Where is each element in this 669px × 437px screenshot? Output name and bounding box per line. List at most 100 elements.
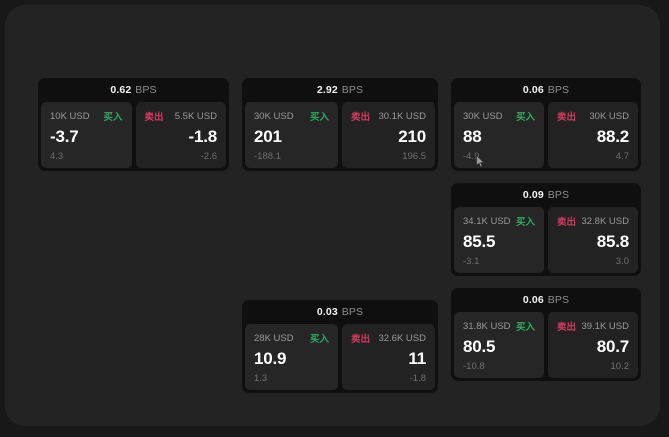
sell-panel[interactable]: 卖出 39.1K USD 80.7 10.2 [548,312,638,378]
sell-panel[interactable]: 卖出 5.5K USD -1.8 -2.6 [135,102,226,168]
bps-unit-label: BPS [341,306,364,318]
quote-column-1: 0.62 BPS 10K USD 买入 -3.7 4.3 卖出 [38,78,229,171]
sell-size-label: 5.5K USD [174,110,217,122]
sell-side-tag: 卖出 [557,322,577,333]
sell-panel-header: 卖出 32.8K USD [557,215,629,229]
buy-price: 88 [463,127,482,147]
card-body: 30K USD 买入 88 -4.9 卖出 30K USD 88.2 4.7 [451,102,641,171]
buy-panel-header: 31.8K USD 买入 [463,320,535,334]
sell-price: 88.2 [596,127,629,147]
buy-size-label: 30K USD [463,110,503,122]
buy-panel[interactable]: 34.1K USD 买入 85.5 -3.1 [454,207,544,273]
card-header-bps: 0.62 BPS [38,78,229,102]
buy-delta: -188.1 [254,150,281,162]
sell-delta: 4.7 [615,150,629,162]
buy-side-tag: 买入 [309,112,329,123]
quote-column-3: 0.06 BPS 30K USD 买入 88 -4.9 卖出 [451,78,641,381]
sell-side-tag: 卖出 [351,334,371,345]
buy-panel[interactable]: 10K USD 买入 -3.7 4.3 [41,102,132,168]
sell-panel[interactable]: 卖出 30K USD 88.2 4.7 [548,102,638,168]
card-header-bps: 0.03 BPS [242,300,438,324]
sell-panel[interactable]: 卖出 32.6K USD 11 -1.8 [342,324,435,390]
buy-panel[interactable]: 30K USD 买入 201 -188.1 [245,102,338,168]
quote-card[interactable]: 0.06 BPS 31.8K USD 买入 80.5 -10.8 卖 [451,288,641,381]
buy-size-label: 31.8K USD [463,320,511,332]
sell-size-label: 39.1K USD [581,320,629,332]
card-body: 10K USD 买入 -3.7 4.3 卖出 5.5K USD -1.8 -2.… [38,102,229,171]
sell-delta: 10.2 [610,360,630,372]
buy-size-label: 30K USD [254,110,294,122]
buy-price: 10.9 [254,349,287,369]
bps-value: 0.06 [522,294,544,306]
buy-side-tag: 买入 [103,112,123,123]
buy-side-tag: 买入 [515,322,535,333]
sell-side-tag: 卖出 [557,217,577,228]
buy-delta: -4.9 [463,150,480,162]
buy-size-label: 28K USD [254,332,294,344]
buy-panel-header: 30K USD 买入 [254,110,329,124]
sell-size-label: 32.8K USD [581,215,629,227]
card-header-bps: 2.92 BPS [242,78,438,102]
sell-price: 210 [398,127,426,147]
quote-card[interactable]: 0.62 BPS 10K USD 买入 -3.7 4.3 卖出 [38,78,229,171]
quote-column-2: 2.92 BPS 30K USD 买入 201 -188.1 卖出 [242,78,438,393]
buy-panel[interactable]: 28K USD 买入 10.9 1.3 [245,324,338,390]
buy-price: -3.7 [50,127,79,147]
sell-panel-header: 卖出 30.1K USD [351,110,426,124]
card-body: 34.1K USD 买入 85.5 -3.1 卖出 32.8K USD 85.8… [451,207,641,276]
buy-price: 80.5 [463,337,496,357]
sell-size-label: 30.1K USD [378,110,426,122]
sell-side-tag: 卖出 [144,112,164,123]
buy-side-tag: 买入 [515,112,535,123]
quote-card[interactable]: 0.09 BPS 34.1K USD 买入 85.5 -3.1 卖出 [451,183,641,276]
card-header-bps: 0.09 BPS [451,183,641,207]
bps-value: 0.03 [316,306,338,318]
sell-price: -1.8 [188,127,218,147]
buy-panel-header: 34.1K USD 买入 [463,215,535,229]
sell-size-label: 32.6K USD [378,332,426,344]
buy-side-tag: 买入 [515,217,535,228]
card-body: 28K USD 买入 10.9 1.3 卖出 32.6K USD 11 -1.8 [242,324,438,393]
buy-price: 85.5 [463,232,496,252]
card-header-bps: 0.06 BPS [451,288,641,312]
buy-panel-header: 30K USD 买入 [463,110,535,124]
sell-side-tag: 卖出 [557,112,577,123]
quote-card-grid: 0.62 BPS 10K USD 买入 -3.7 4.3 卖出 [38,78,643,393]
sell-delta: 3.0 [615,255,629,267]
sell-price: 11 [408,349,426,369]
sell-panel[interactable]: 卖出 30.1K USD 210 196.5 [342,102,435,168]
buy-panel-header: 28K USD 买入 [254,332,329,346]
buy-delta: -10.8 [463,360,485,372]
bps-unit-label: BPS [135,84,157,96]
buy-price: 201 [254,127,282,147]
card-body: 30K USD 买入 201 -188.1 卖出 30.1K USD 210 1… [242,102,438,171]
quote-card[interactable]: 2.92 BPS 30K USD 买入 201 -188.1 卖出 [242,78,438,171]
quote-card[interactable]: 0.06 BPS 30K USD 买入 88 -4.9 卖出 [451,78,641,171]
sell-price: 80.7 [596,337,629,357]
sell-price: 85.8 [596,232,629,252]
quotes-panel: 0.62 BPS 10K USD 买入 -3.7 4.3 卖出 [5,5,660,426]
buy-delta: -3.1 [463,255,480,267]
bps-unit-label: BPS [547,189,570,201]
buy-side-tag: 买入 [309,334,329,345]
buy-size-label: 10K USD [50,110,90,122]
sell-panel[interactable]: 卖出 32.8K USD 85.8 3.0 [548,207,638,273]
card-header-bps: 0.06 BPS [451,78,641,102]
sell-delta: -2.6 [200,150,217,162]
sell-delta: 196.5 [402,150,426,162]
buy-panel[interactable]: 31.8K USD 买入 80.5 -10.8 [454,312,544,378]
bps-unit-label: BPS [547,294,570,306]
sell-delta: -1.8 [409,372,426,384]
bps-unit-label: BPS [341,84,364,96]
sell-panel-header: 卖出 32.6K USD [351,332,426,346]
buy-panel[interactable]: 30K USD 买入 88 -4.9 [454,102,544,168]
bps-value: 0.06 [522,84,544,96]
buy-size-label: 34.1K USD [463,215,511,227]
quote-card[interactable]: 0.03 BPS 28K USD 买入 10.9 1.3 卖出 [242,300,438,393]
sell-side-tag: 卖出 [351,112,371,123]
sell-panel-header: 卖出 30K USD [557,110,629,124]
buy-delta: 1.3 [254,372,268,384]
bps-unit-label: BPS [547,84,570,96]
column-spacer [242,183,438,288]
sell-size-label: 30K USD [589,110,629,122]
